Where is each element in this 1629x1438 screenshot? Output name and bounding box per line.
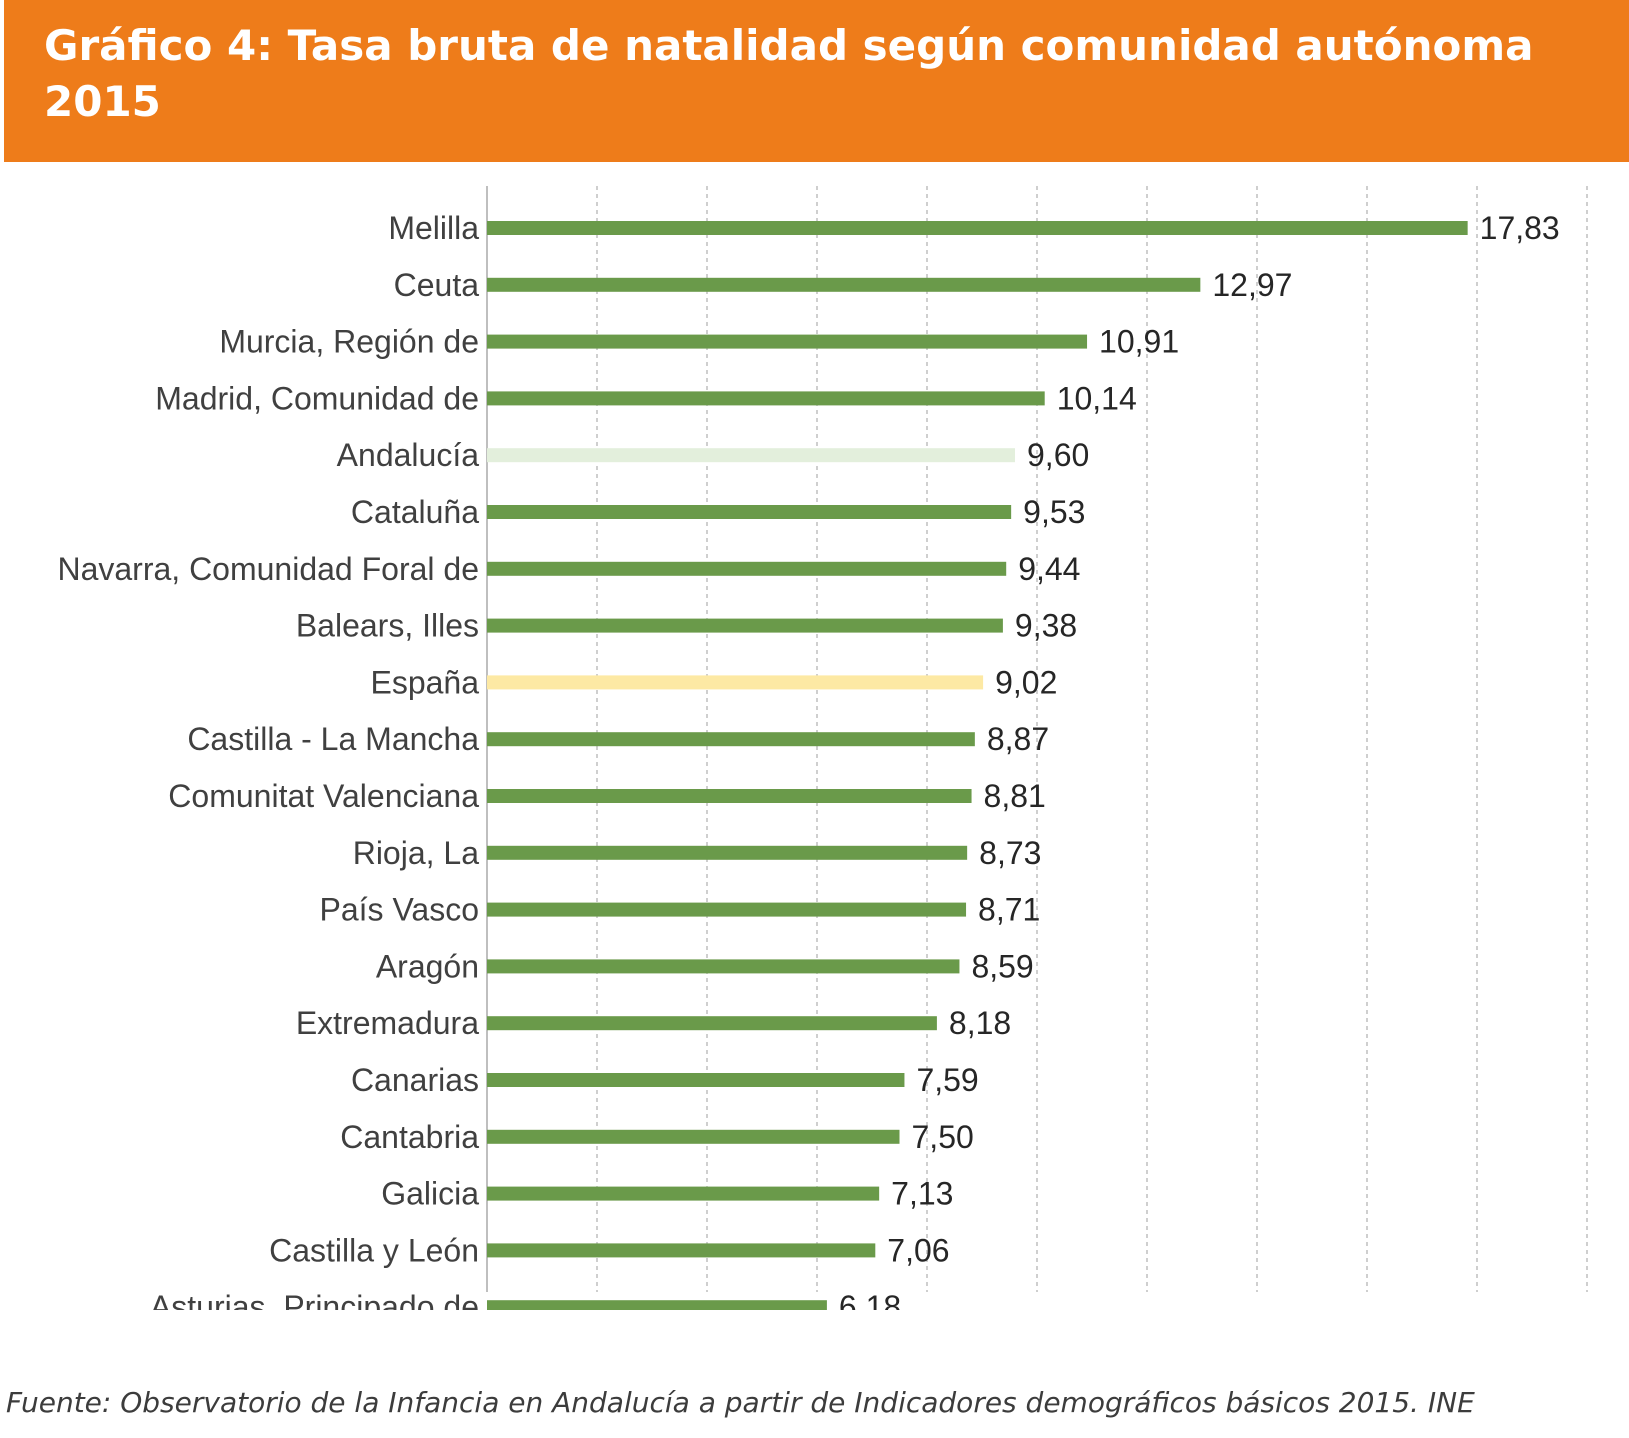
category-label-extremadura: Extremadura — [296, 1005, 479, 1041]
category-label-ceuta: Ceuta — [394, 267, 480, 303]
value-label-espana: 9,02 — [995, 664, 1057, 700]
category-label-canarias: Canarias — [351, 1062, 479, 1098]
value-label-balears-illes: 9,38 — [1015, 608, 1077, 644]
bar-navarra-comunidad-foral-de — [487, 561, 1007, 576]
title-banner: Gráfico 4: Tasa bruta de natalidad según… — [4, 0, 1629, 162]
category-label-espana: España — [370, 664, 479, 700]
value-label-galicia: 7,13 — [891, 1176, 953, 1212]
category-label-aragon: Aragón — [376, 948, 479, 984]
bars — [487, 221, 1468, 1310]
category-label-navarra-comunidad-foral-de: Navarra, Comunidad Foral de — [57, 551, 479, 587]
bar-murcia-region-de — [487, 334, 1088, 349]
value-label-extremadura: 8,18 — [949, 1005, 1011, 1041]
value-label-asturias-principado-de: 6,18 — [839, 1289, 901, 1310]
value-label-castilla-y-leon: 7,06 — [887, 1232, 949, 1268]
value-label-murcia-region-de: 10,91 — [1099, 324, 1179, 360]
value-label-madrid-comunidad-de: 10,14 — [1057, 380, 1137, 416]
bar-canarias — [487, 1073, 905, 1087]
category-label-balears-illes: Balears, Illes — [296, 608, 479, 644]
bar-rioja-la — [487, 845, 968, 860]
source-note: Fuente: Observatorio de la Infancia en A… — [6, 1386, 1475, 1419]
bar-chart: Melilla 17,83 Ceuta 12,97 Murcia, Región de 1… — [57, 186, 1588, 1310]
category-label-pais-vasco: País Vasco — [320, 892, 479, 928]
bar-melilla — [487, 221, 1468, 235]
value-label-melilla: 17,83 — [1480, 210, 1560, 246]
chart-title: Gráfico 4: Tasa bruta de natalidad según… — [44, 21, 1534, 126]
bar-castilla-la-mancha — [487, 732, 975, 747]
bar-balears-illes — [487, 618, 1003, 633]
category-label-comunitat-valenciana: Comunitat Valenciana — [168, 778, 479, 814]
category-label-castilla-y-leon: Castilla y León — [269, 1232, 479, 1268]
bar-andalucia — [487, 448, 1015, 463]
category-label-melilla: Melilla — [388, 210, 479, 246]
value-label-castilla-la-mancha: 8,87 — [987, 721, 1049, 757]
category-label-andalucia: Andalucía — [337, 437, 480, 473]
value-label-canarias: 7,59 — [916, 1062, 978, 1098]
bar-cantabria — [487, 1129, 900, 1144]
value-label-cataluna: 9,53 — [1023, 494, 1085, 530]
bar-pais-vasco — [487, 902, 967, 917]
category-label-asturias-principado-de: Asturias, Principado de — [150, 1289, 479, 1310]
value-label-andalucia: 9,60 — [1027, 437, 1089, 473]
value-label-pais-vasco: 8,71 — [978, 892, 1040, 928]
category-label-galicia: Galicia — [381, 1176, 479, 1212]
category-label-cantabria: Cantabria — [340, 1119, 479, 1155]
bar-comunitat-valenciana — [487, 789, 972, 803]
value-label-navarra-comunidad-foral-de: 9,44 — [1018, 551, 1080, 587]
value-label-cantabria: 7,50 — [912, 1119, 974, 1155]
bar-cataluna — [487, 505, 1012, 519]
bar-aragon — [487, 959, 960, 974]
labels: Melilla 17,83 Ceuta 12,97 Murcia, Región de 1… — [57, 210, 1559, 1310]
bar-galicia — [487, 1186, 880, 1201]
category-label-rioja-la: Rioja, La — [353, 835, 480, 871]
category-label-murcia-region-de: Murcia, Región de — [219, 324, 479, 360]
value-label-rioja-la: 8,73 — [979, 835, 1041, 871]
category-label-cataluna: Cataluña — [351, 494, 479, 530]
category-label-castilla-la-mancha: Castilla - La Mancha — [187, 721, 479, 757]
bar-ceuta — [487, 277, 1201, 292]
value-label-comunitat-valenciana: 8,81 — [984, 778, 1046, 814]
bar-madrid-comunidad-de — [487, 391, 1045, 406]
bar-extremadura — [487, 1016, 937, 1031]
bar-castilla-y-leon — [487, 1243, 876, 1258]
bar-espana — [487, 675, 984, 690]
bar-asturias-principado-de — [487, 1300, 827, 1310]
value-label-ceuta: 12,97 — [1212, 267, 1292, 303]
category-label-madrid-comunidad-de: Madrid, Comunidad de — [155, 380, 479, 416]
value-label-aragon: 8,59 — [971, 948, 1033, 984]
